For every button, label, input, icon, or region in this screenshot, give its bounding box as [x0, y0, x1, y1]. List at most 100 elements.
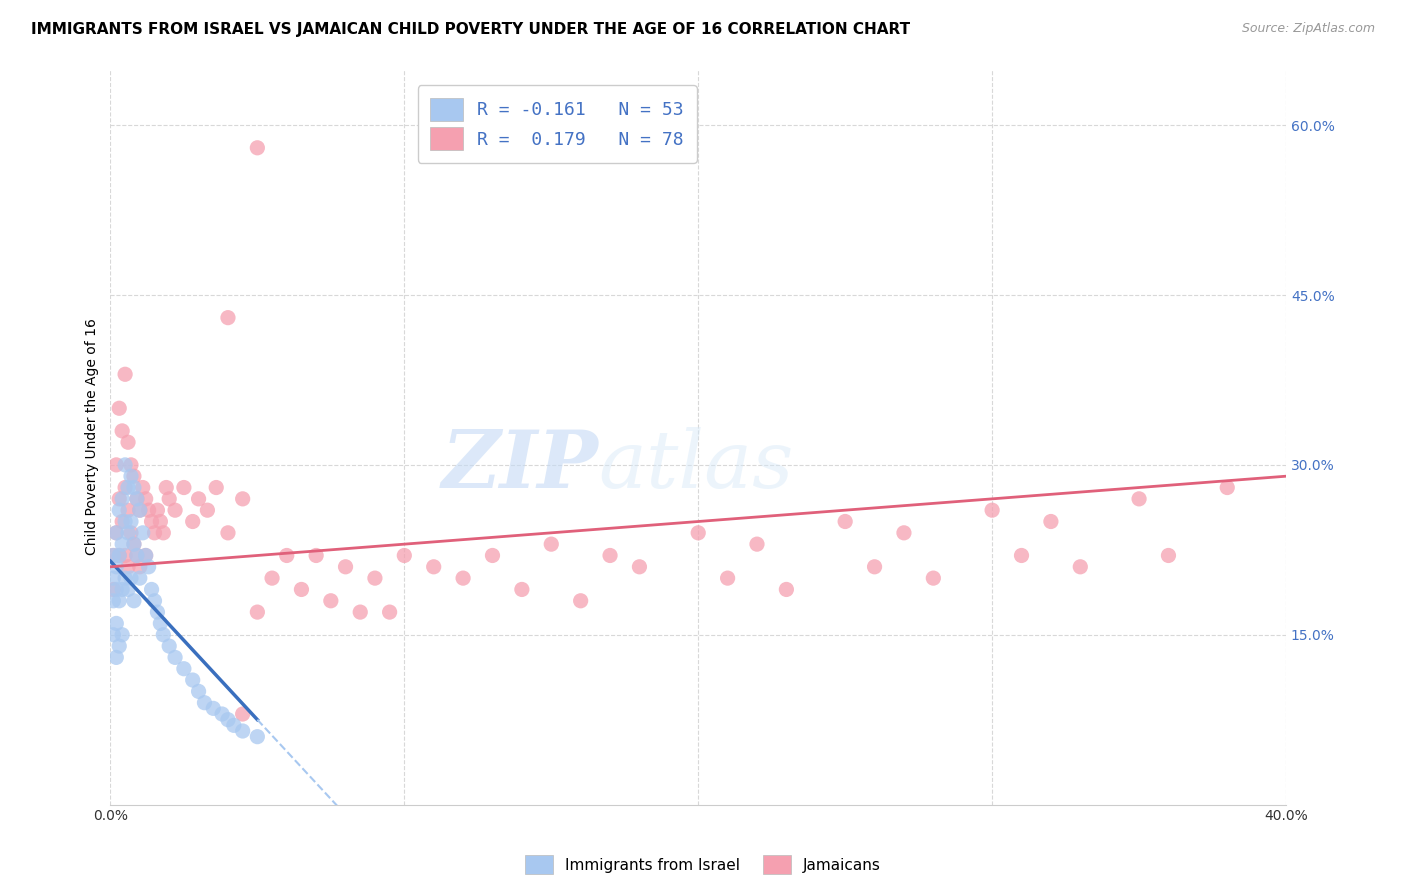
Point	[108, 639, 131, 653]
Point	[319, 594, 342, 608]
Point	[165, 650, 187, 665]
Point	[146, 605, 169, 619]
Point	[922, 571, 945, 585]
Point	[114, 368, 136, 382]
Point	[125, 491, 148, 506]
Point	[128, 571, 150, 585]
Point	[143, 525, 166, 540]
Point	[1069, 559, 1091, 574]
Point	[105, 525, 128, 540]
Point	[260, 571, 283, 585]
Point	[105, 650, 128, 665]
Point	[217, 713, 239, 727]
Point	[232, 491, 254, 506]
Point	[481, 549, 503, 563]
Point	[246, 730, 269, 744]
Point	[122, 537, 145, 551]
Point	[108, 503, 131, 517]
Point	[246, 141, 269, 155]
Point	[135, 549, 157, 563]
Point	[305, 549, 328, 563]
Point	[125, 491, 148, 506]
Point	[120, 469, 142, 483]
Point	[422, 559, 444, 574]
Point	[132, 525, 155, 540]
Point	[135, 491, 157, 506]
Point	[745, 537, 768, 551]
Point	[834, 515, 856, 529]
Point	[111, 515, 134, 529]
Point	[1157, 549, 1180, 563]
Point	[1039, 515, 1062, 529]
Y-axis label: Child Poverty Under the Age of 16: Child Poverty Under the Age of 16	[86, 318, 100, 555]
Point	[155, 481, 177, 495]
Point	[117, 559, 139, 574]
Point	[117, 435, 139, 450]
Point	[349, 605, 371, 619]
Point	[103, 628, 125, 642]
Point	[120, 525, 142, 540]
Point	[688, 525, 710, 540]
Point	[105, 616, 128, 631]
Point	[122, 469, 145, 483]
Point	[143, 594, 166, 608]
Point	[108, 549, 131, 563]
Point	[103, 582, 125, 597]
Legend: R = -0.161   N = 53, R =  0.179   N = 78: R = -0.161 N = 53, R = 0.179 N = 78	[418, 85, 696, 163]
Point	[117, 481, 139, 495]
Legend: Immigrants from Israel, Jamaicans: Immigrants from Israel, Jamaicans	[519, 849, 887, 880]
Point	[103, 549, 125, 563]
Point	[217, 310, 239, 325]
Point	[187, 684, 209, 698]
Point	[114, 481, 136, 495]
Point	[775, 582, 797, 597]
Point	[152, 628, 174, 642]
Point	[276, 549, 298, 563]
Point	[135, 549, 157, 563]
Point	[108, 549, 131, 563]
Point	[128, 503, 150, 517]
Point	[173, 662, 195, 676]
Point	[103, 549, 125, 563]
Point	[540, 537, 562, 551]
Point	[111, 628, 134, 642]
Point	[217, 525, 239, 540]
Point	[111, 491, 134, 506]
Point	[378, 605, 401, 619]
Point	[138, 503, 160, 517]
Point	[202, 701, 225, 715]
Point	[510, 582, 533, 597]
Point	[149, 515, 172, 529]
Point	[105, 559, 128, 574]
Point	[211, 706, 233, 721]
Point	[108, 401, 131, 416]
Point	[128, 503, 150, 517]
Point	[451, 571, 474, 585]
Point	[717, 571, 740, 585]
Point	[173, 481, 195, 495]
Point	[628, 559, 651, 574]
Point	[863, 559, 886, 574]
Text: Source: ZipAtlas.com: Source: ZipAtlas.com	[1241, 22, 1375, 36]
Point	[187, 491, 209, 506]
Point	[122, 481, 145, 495]
Point	[181, 673, 204, 687]
Point	[128, 559, 150, 574]
Point	[120, 458, 142, 472]
Point	[290, 582, 312, 597]
Point	[149, 616, 172, 631]
Point	[981, 503, 1004, 517]
Point	[105, 525, 128, 540]
Point	[125, 549, 148, 563]
Point	[205, 481, 228, 495]
Text: ZIP: ZIP	[441, 427, 599, 505]
Text: IMMIGRANTS FROM ISRAEL VS JAMAICAN CHILD POVERTY UNDER THE AGE OF 16 CORRELATION: IMMIGRANTS FROM ISRAEL VS JAMAICAN CHILD…	[31, 22, 910, 37]
Point	[120, 571, 142, 585]
Point	[335, 559, 357, 574]
Point	[157, 639, 180, 653]
Point	[193, 696, 215, 710]
Point	[114, 549, 136, 563]
Point	[108, 594, 131, 608]
Point	[1216, 481, 1239, 495]
Point	[132, 481, 155, 495]
